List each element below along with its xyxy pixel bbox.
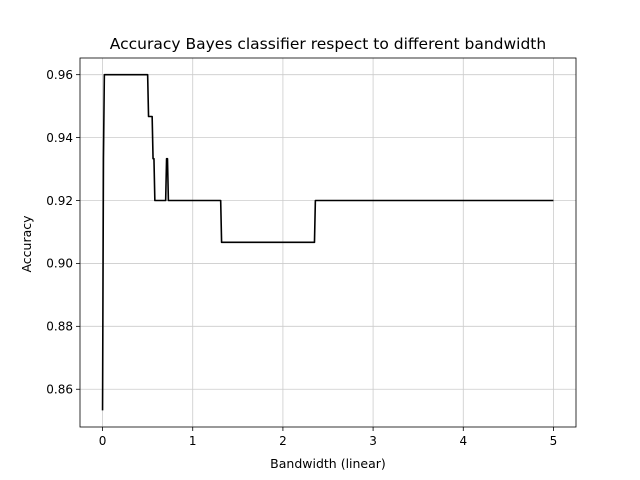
x-tick-label: 2: [279, 434, 287, 448]
x-tick-label: 4: [459, 434, 467, 448]
y-tick-label: 0.92: [46, 194, 73, 208]
y-tick-label: 0.96: [46, 68, 73, 82]
x-tick-label: 3: [369, 434, 377, 448]
accuracy-series-line: [101, 73, 554, 411]
y-tick-label: 0.86: [46, 383, 73, 397]
y-tick-label: 0.90: [46, 257, 73, 271]
y-tick-label: 0.88: [46, 320, 73, 334]
series-layer: [101, 73, 554, 411]
y-axis-ticks: 0.86 0.88 0.90 0.92 0.94 0.96: [46, 68, 80, 397]
y-axis-label: Accuracy: [19, 215, 34, 273]
x-axis-label: Bandwidth (linear): [270, 456, 386, 471]
x-axis-ticks: 0 1 2 3 4 5: [99, 427, 558, 448]
x-tick-label: 5: [550, 434, 558, 448]
plot-frame: [79, 57, 577, 428]
x-tick-label: 1: [189, 434, 197, 448]
chart-title: Accuracy Bayes classifier respect to dif…: [110, 35, 546, 53]
y-tick-label: 0.94: [46, 131, 73, 145]
x-tick-label: 0: [99, 434, 107, 448]
